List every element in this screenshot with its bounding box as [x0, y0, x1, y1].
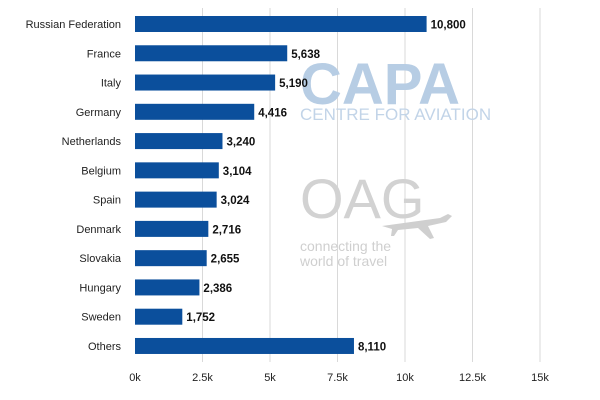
category-label: France	[87, 48, 121, 60]
value-label: 1,752	[186, 312, 215, 324]
category-label: Netherlands	[62, 136, 122, 148]
bar	[135, 16, 427, 32]
value-label: 5,190	[279, 78, 308, 90]
category-label: Germany	[76, 107, 122, 119]
value-label: 3,104	[223, 166, 252, 178]
bar	[135, 279, 200, 296]
x-tick-label: 12.5k	[459, 372, 486, 384]
category-label: Spain	[93, 195, 121, 207]
bar	[135, 191, 217, 208]
value-label: 2,716	[212, 224, 241, 236]
category-label: Belgium	[81, 165, 121, 177]
oag-tagline-line1: connecting the	[300, 238, 391, 254]
value-label: 8,110	[358, 341, 386, 353]
bar	[135, 337, 354, 354]
value-label: 10,800	[431, 20, 466, 32]
capa-logo-text: CAPA	[300, 52, 460, 117]
category-label: Italy	[101, 78, 122, 90]
category-labels: Russian Federation France Italy Germany Neth…	[26, 19, 122, 353]
bar	[135, 220, 209, 237]
grid-lines	[202, 8, 541, 362]
oag-logo-text: OAG	[300, 167, 424, 230]
value-label: 2,655	[211, 254, 240, 266]
capa-watermark: CAPA CENTRE FOR AVIATION	[300, 52, 491, 124]
value-label: 2,386	[203, 283, 232, 295]
x-tick-label: 2.5k	[192, 372, 213, 384]
category-label: Hungary	[79, 282, 121, 294]
capa-subtitle-text: CENTRE FOR AVIATION	[300, 105, 491, 124]
category-label: Denmark	[76, 224, 121, 236]
category-label: Russian Federation	[26, 19, 121, 31]
value-label: 5,638	[291, 49, 320, 61]
x-axis-tick-labels: 0k 2.5k 5k 7.5k 10k 12.5k 15k	[129, 372, 549, 384]
x-tick-label: 7.5k	[327, 372, 348, 384]
bar	[135, 250, 207, 267]
x-tick-label: 5k	[264, 372, 276, 384]
bar	[135, 308, 183, 325]
category-label: Sweden	[81, 312, 121, 324]
value-label: 3,024	[221, 195, 250, 207]
oag-tagline-line2: world of travel	[299, 253, 387, 269]
bars-layer	[135, 16, 427, 354]
bar	[135, 74, 276, 91]
x-tick-label: 0k	[129, 372, 141, 384]
x-tick-label: 10k	[396, 372, 414, 384]
value-labels: 10,800 5,638 5,190 4,416 3,240 3,104 3,024 2,71…	[186, 20, 465, 354]
bar	[135, 45, 288, 62]
value-label: 3,240	[226, 137, 255, 149]
x-tick-label: 15k	[531, 372, 549, 384]
airplane-icon	[382, 214, 452, 239]
bar	[135, 162, 219, 179]
bar	[135, 103, 255, 120]
category-label: Others	[88, 341, 122, 353]
category-label: Slovakia	[79, 253, 121, 265]
value-label: 4,416	[258, 107, 287, 119]
oag-watermark: OAG connecting the world of travel	[299, 167, 452, 269]
bar	[135, 133, 223, 150]
